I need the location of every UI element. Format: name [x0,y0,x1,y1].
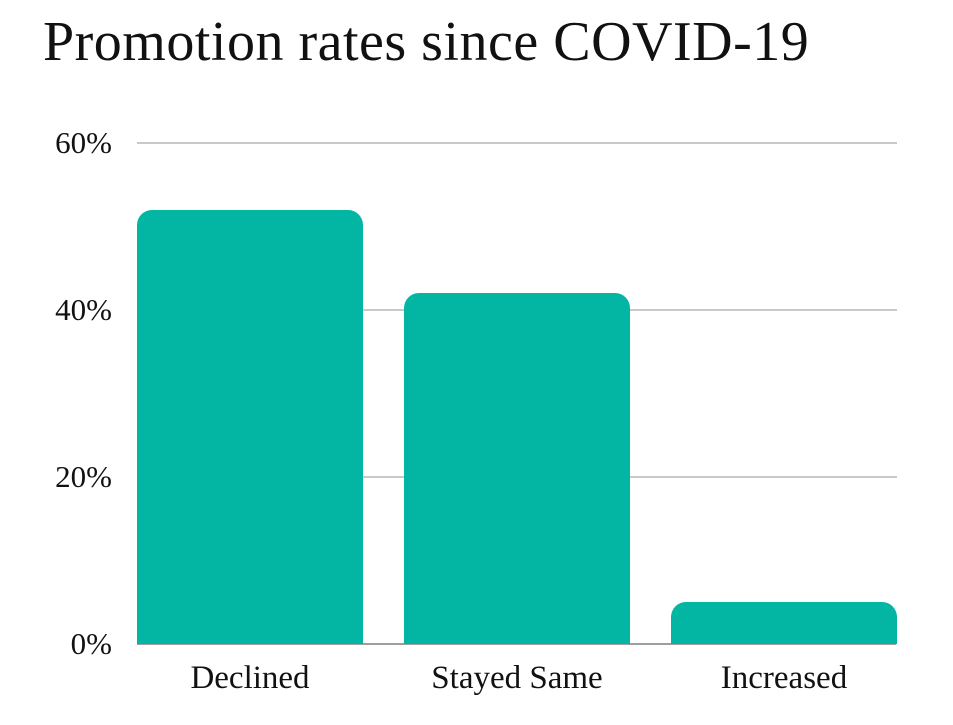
x-tick-label-declined: Declined [190,660,310,696]
bar-increased [671,602,897,644]
x-tick-label-increased: Increased [720,660,848,696]
bar-stayed-same [404,293,630,644]
y-tick-label-0: 0% [70,626,112,661]
bar-declined [137,209,363,644]
y-tick-label-60: 60% [55,125,112,160]
x-tick-label-stayed-same: Stayed Same [431,660,603,696]
y-tick-label-20: 20% [55,459,112,494]
chart-title: Promotion rates since COVID-19 [43,11,810,73]
y-tick-label-40: 40% [55,292,112,327]
gridline-60 [137,142,897,144]
x-axis-line [137,643,896,645]
